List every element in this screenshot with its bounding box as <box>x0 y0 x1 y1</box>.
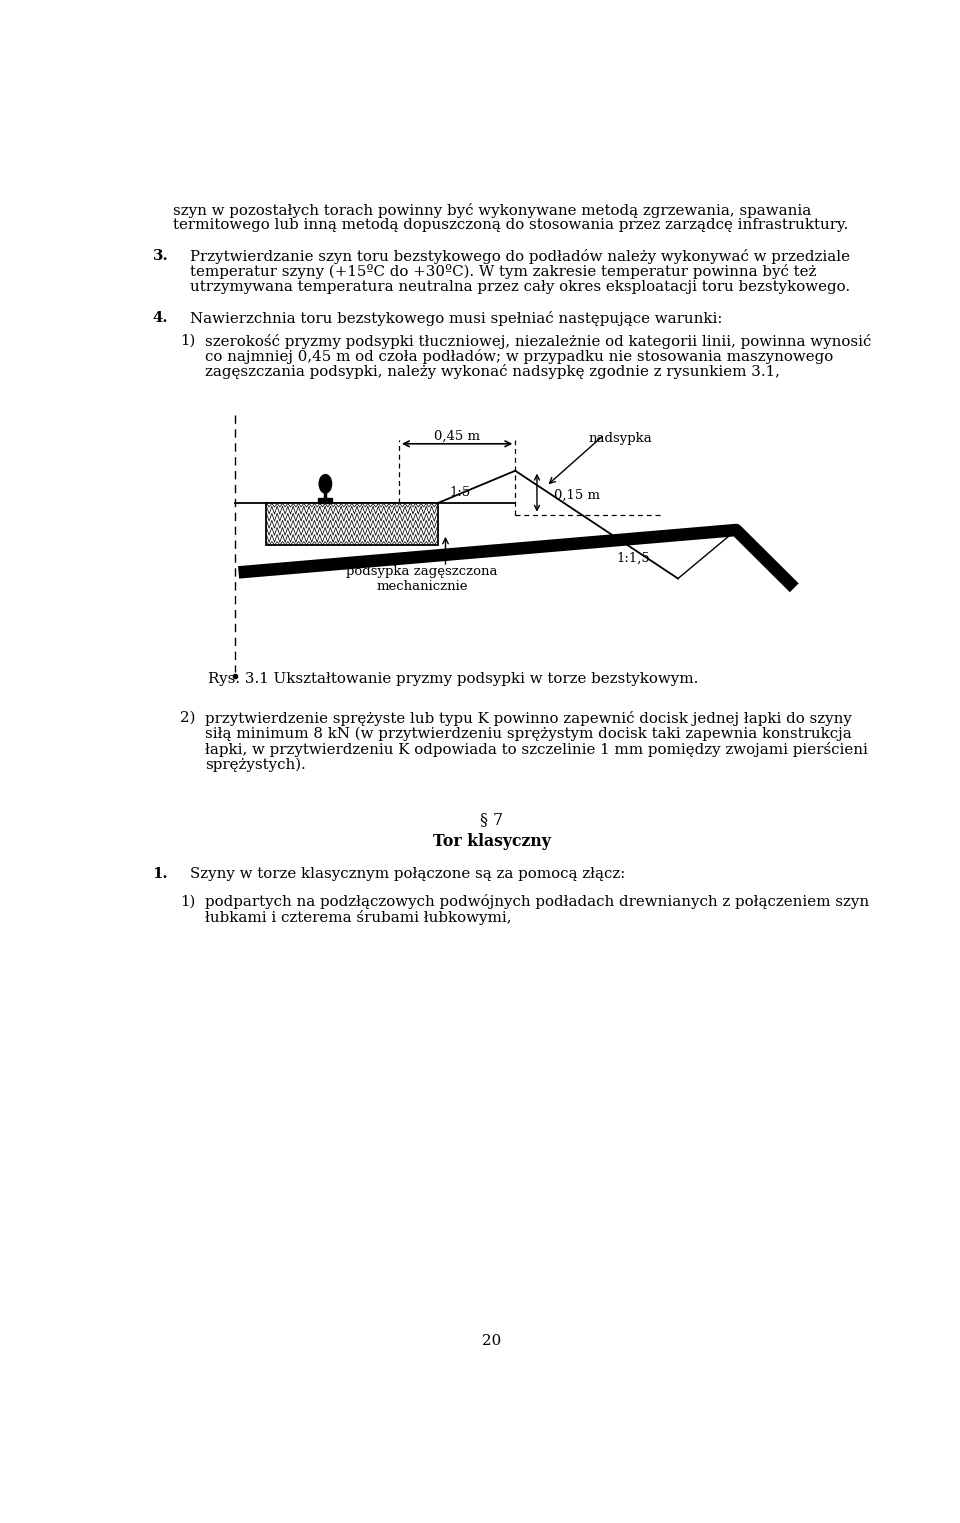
Text: siłą minimum 8 kN (w przytwierdzeniu sprężystym docisk taki zapewnia konstrukcja: siłą minimum 8 kN (w przytwierdzeniu spr… <box>205 726 852 740</box>
Text: Tor klasyczny: Tor klasyczny <box>433 833 551 850</box>
Text: nadsypka: nadsypka <box>588 433 653 445</box>
Text: podpartych na podzłączowych podwójnych podładach drewnianych z połączeniem szyn: podpartych na podzłączowych podwójnych p… <box>205 894 870 909</box>
Text: szyn w pozostałych torach powinny być wykonywane metodą zgrzewania, spawania: szyn w pozostałych torach powinny być wy… <box>173 203 811 218</box>
Text: przytwierdzenie sprężyste lub typu K powinno zapewnić docisk jednej łapki do szy: przytwierdzenie sprężyste lub typu K pow… <box>205 711 852 726</box>
Text: 2): 2) <box>180 711 196 725</box>
Text: 1:5: 1:5 <box>449 486 470 500</box>
Text: co najmniej 0,45 m od czoła podładów; w przypadku nie stosowania maszynowego: co najmniej 0,45 m od czoła podładów; w … <box>205 349 833 364</box>
Text: szerokość pryzmy podsypki tłuczniowej, niezależnie od kategorii linii, powinna w: szerokość pryzmy podsypki tłuczniowej, n… <box>205 334 872 349</box>
Bar <box>319 498 332 503</box>
Text: 3.: 3. <box>153 248 168 263</box>
Text: 20: 20 <box>482 1334 502 1348</box>
Text: 0,15 m: 0,15 m <box>554 489 600 503</box>
Text: podsypka zagęszczona
mechanicznie: podsypka zagęszczona mechanicznie <box>347 565 498 592</box>
Text: 1.: 1. <box>153 867 168 880</box>
Text: łapki, w przytwierdzeniu K odpowiada to szczelinie 1 mm pomiędzy zwojami pierści: łapki, w przytwierdzeniu K odpowiada to … <box>205 742 868 757</box>
Text: zagęszczania podsypki, należy wykonać nadsypkę zgodnie z rysunkiem 3.1,: zagęszczania podsypki, należy wykonać na… <box>205 364 780 379</box>
Text: utrzymywana temperatura neutralna przez cały okres eksploatacji toru bezstykoweg: utrzymywana temperatura neutralna przez … <box>190 280 850 294</box>
Text: Szyny w torze klasycznym połączone są za pomocą złącz:: Szyny w torze klasycznym połączone są za… <box>190 867 625 880</box>
Bar <box>266 503 438 545</box>
Text: 4.: 4. <box>153 311 168 324</box>
Text: termitowego lub inną metodą dopuszczoną do stosowania przez zarządcę infrastrukt: termitowego lub inną metodą dopuszczoną … <box>173 218 848 231</box>
Text: 1:1,5: 1:1,5 <box>616 551 650 565</box>
Text: temperatur szyny (+15ºC do +30ºC). W tym zakresie temperatur powinna być też: temperatur szyny (+15ºC do +30ºC). W tym… <box>190 265 816 279</box>
Text: Nawierzchnia toru bezstykowego musi spełniać następujące warunki:: Nawierzchnia toru bezstykowego musi speł… <box>190 311 722 326</box>
Text: Przytwierdzanie szyn toru bezstykowego do podładów należy wykonywać w przedziale: Przytwierdzanie szyn toru bezstykowego d… <box>190 248 850 263</box>
Text: § 7: § 7 <box>480 812 504 829</box>
Text: 1): 1) <box>180 894 196 908</box>
Text: 0,45 m: 0,45 m <box>434 429 480 443</box>
Text: łubkami i czterema śrubami łubkowymi,: łubkami i czterema śrubami łubkowymi, <box>205 909 512 924</box>
Text: sprężystych).: sprężystych). <box>205 757 306 772</box>
Text: 1): 1) <box>180 334 196 347</box>
Ellipse shape <box>319 475 331 493</box>
Text: Rys. 3.1 Ukształtowanie pryzmy podsypki w torze bezstykowym.: Rys. 3.1 Ukształtowanie pryzmy podsypki … <box>207 673 698 687</box>
